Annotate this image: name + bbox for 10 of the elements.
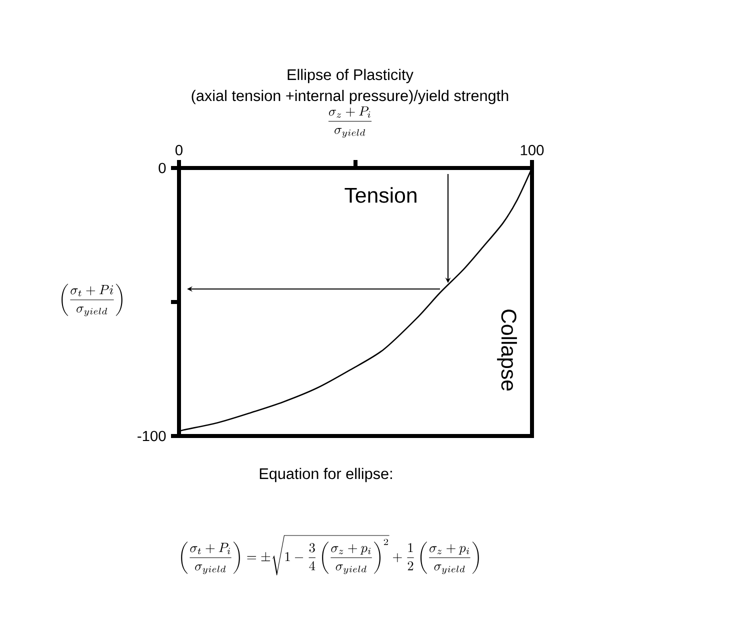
chart-title: Ellipse of Plasticity xyxy=(288,68,414,84)
x-axis-title: $\frac{\sigma_z + P_i}{\sigma_{yield}}$ xyxy=(328,106,372,138)
y-tick-label: -100 xyxy=(138,430,166,442)
x-tick-label: 100 xyxy=(520,144,544,156)
y-axis-title: $\left(\frac{\sigma_t + Pi}{\sigma_{yield}}\right)$ xyxy=(62,284,122,316)
text: Equation for ellipse: xyxy=(260,468,392,482)
annotation: Tension xyxy=(344,187,416,203)
chart-subtitle: (axial tension +internal pressure)/yield strength xyxy=(192,90,508,104)
text: $\left(\frac{\sigma_t + P_i}{\sigma_{yield}}\right) = \pm\sqrt{1-\frac{3}{4}\left(\frac{\sigma_z + p_i}{\sigma_{yield}}\right)^2} + \frac{1}{2}\left(\frac{\sigma_z + p_i}{\sigma_{yield}}\right)$ xyxy=(181,535,479,576)
annotation: Collapse xyxy=(497,310,517,391)
